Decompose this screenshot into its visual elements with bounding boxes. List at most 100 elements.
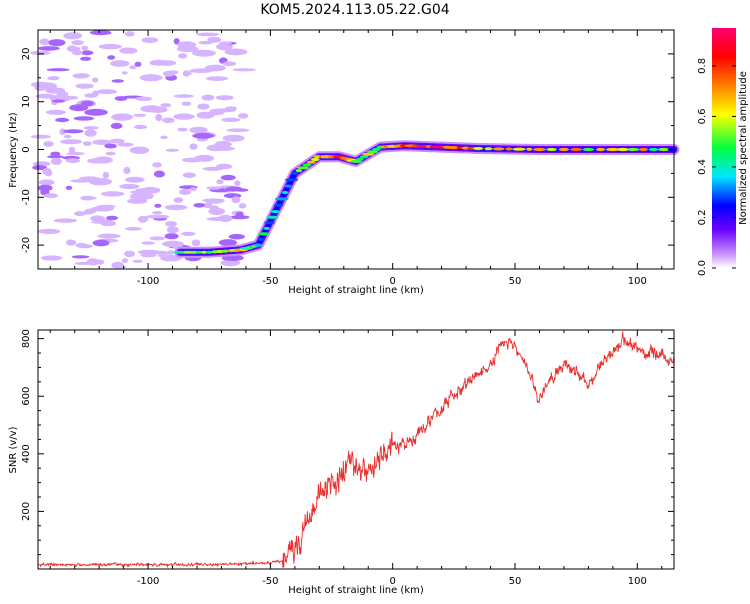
heatmap-noise-blob xyxy=(50,157,63,165)
heatmap-noise-blob xyxy=(204,64,226,72)
colorbar-label: Normalized spectral amplitude xyxy=(738,71,749,225)
heatmap-noise-blob xyxy=(201,94,215,101)
heatmap-noise-blob xyxy=(37,184,53,192)
heatmap-noise-blob xyxy=(32,165,47,171)
track-segment xyxy=(302,163,312,167)
track-segment xyxy=(201,250,208,254)
heatmap-noise-blob xyxy=(71,255,90,259)
heatmap-noise-blob xyxy=(63,134,72,139)
heatmap-noise-blob xyxy=(43,141,54,147)
heatmap-noise-blob xyxy=(192,132,215,139)
heatmap-noise-blob xyxy=(216,43,233,51)
heatmap-noise-blob xyxy=(152,162,162,168)
heatmap-noise-blob xyxy=(129,65,137,70)
track-segment xyxy=(627,147,640,152)
heatmap-noise-blob xyxy=(71,50,83,56)
heatmap-noise-blob xyxy=(65,185,73,190)
heatmap-noise-blob xyxy=(94,259,105,265)
heatmap-noise-blob xyxy=(83,126,99,130)
track-segment xyxy=(306,160,316,164)
heatmap-noise-blob xyxy=(98,43,122,50)
heatmap-noise-blob xyxy=(222,61,237,66)
track-segment xyxy=(473,146,484,151)
heatmap-noise-blob xyxy=(75,83,94,89)
heatmap-noise-blob xyxy=(196,32,220,37)
snr-axes: -100 -50 0 50 100 200 400 600 800 xyxy=(21,329,674,587)
heatmap-noise-blob xyxy=(219,41,232,45)
heatmap-noise-blob xyxy=(189,187,197,192)
heatmap-noise-blob xyxy=(209,108,225,116)
heatmap-noise-blob xyxy=(238,113,249,119)
snr-x-axis-label: Height of straight line (km) xyxy=(288,585,424,596)
heatmap-noise-blob xyxy=(37,46,60,51)
track-segment xyxy=(205,250,213,254)
heatmap-noise-blob xyxy=(132,259,143,263)
track-segment xyxy=(512,147,526,151)
colorbar-tick-label: 0.2 xyxy=(697,210,708,226)
track-segment xyxy=(582,147,595,152)
track-segment xyxy=(638,147,649,152)
track-segment xyxy=(356,157,364,161)
heatmap-noise-blob xyxy=(154,203,162,208)
track-segment xyxy=(281,190,289,195)
heatmap-noise-blob xyxy=(206,144,225,152)
heatmap-noise-blob xyxy=(65,239,77,246)
heatmap-noise-blob xyxy=(47,155,64,159)
heatmap-noise-blob xyxy=(66,152,85,156)
heatmap-noise-blob xyxy=(121,71,128,75)
heatmap-noise-blob xyxy=(220,174,236,181)
track-segment xyxy=(273,203,284,207)
heatmap-noise-blob xyxy=(80,56,92,61)
heatmap-noise-blob xyxy=(114,96,128,101)
track-segment xyxy=(263,226,270,230)
heatmap-noise-blob xyxy=(74,211,86,217)
heatmap-noise-blob xyxy=(173,113,195,120)
heatmap-noise-blob xyxy=(209,205,219,212)
heatmap-noise-blob xyxy=(141,37,159,43)
heatmap-noise-blob xyxy=(67,45,77,52)
heatmap-noise-blob xyxy=(50,151,61,157)
y-tick-label: -10 xyxy=(21,189,32,205)
heatmap-noise-blob xyxy=(30,134,51,139)
heatmap-noise-blob xyxy=(125,176,145,183)
heatmap-noise-blob xyxy=(80,195,95,201)
heatmap-noise-blob xyxy=(92,139,112,145)
snr-plot-frame xyxy=(37,329,675,570)
heatmap-noise-blob xyxy=(162,117,175,124)
heatmap-noise-blob xyxy=(218,214,233,222)
heatmap-noise-blob xyxy=(218,239,237,247)
heatmap-noise-blob xyxy=(111,113,134,121)
heatmap-noise-blob xyxy=(182,172,196,178)
heatmap-noise-blob xyxy=(77,244,93,249)
heatmap-noise-blob xyxy=(148,250,171,255)
heatmap-noise-blob xyxy=(164,204,188,211)
heatmap-noise-blob xyxy=(234,188,249,192)
heatmap-noise-blob xyxy=(105,151,116,156)
heatmap-noise-blob xyxy=(173,38,180,45)
colorbar xyxy=(712,28,736,268)
heatmap-noise-blob xyxy=(216,163,233,170)
heatmap-noise-blob xyxy=(197,157,214,162)
heatmap-noise-blob xyxy=(39,38,50,46)
track-segment xyxy=(291,171,298,175)
heatmap-noise-blob xyxy=(148,106,168,113)
heatmap-noise-blob xyxy=(181,231,196,236)
heatmap-noise-blob xyxy=(146,214,170,219)
heatmap-noise-blob xyxy=(91,206,114,212)
heatmap-noise-blob xyxy=(164,233,179,240)
heatmap-noise-blob xyxy=(182,70,191,77)
heatmap-noise-blob xyxy=(68,146,76,154)
heatmap-noise-blob xyxy=(124,31,135,37)
track-segment xyxy=(266,215,279,219)
heatmap-noise-blob xyxy=(234,180,241,186)
heatmap-noise-blob xyxy=(222,134,245,142)
heatmap-noise-blob xyxy=(238,203,247,209)
heatmap-noise-blob xyxy=(47,76,60,81)
heatmap-noise-blob xyxy=(124,250,135,258)
colorbar-tick-label: 0.0 xyxy=(697,260,708,276)
track-segment xyxy=(284,184,292,188)
colorbar-tick-label: 0.6 xyxy=(697,108,708,124)
track-segment xyxy=(285,178,299,182)
